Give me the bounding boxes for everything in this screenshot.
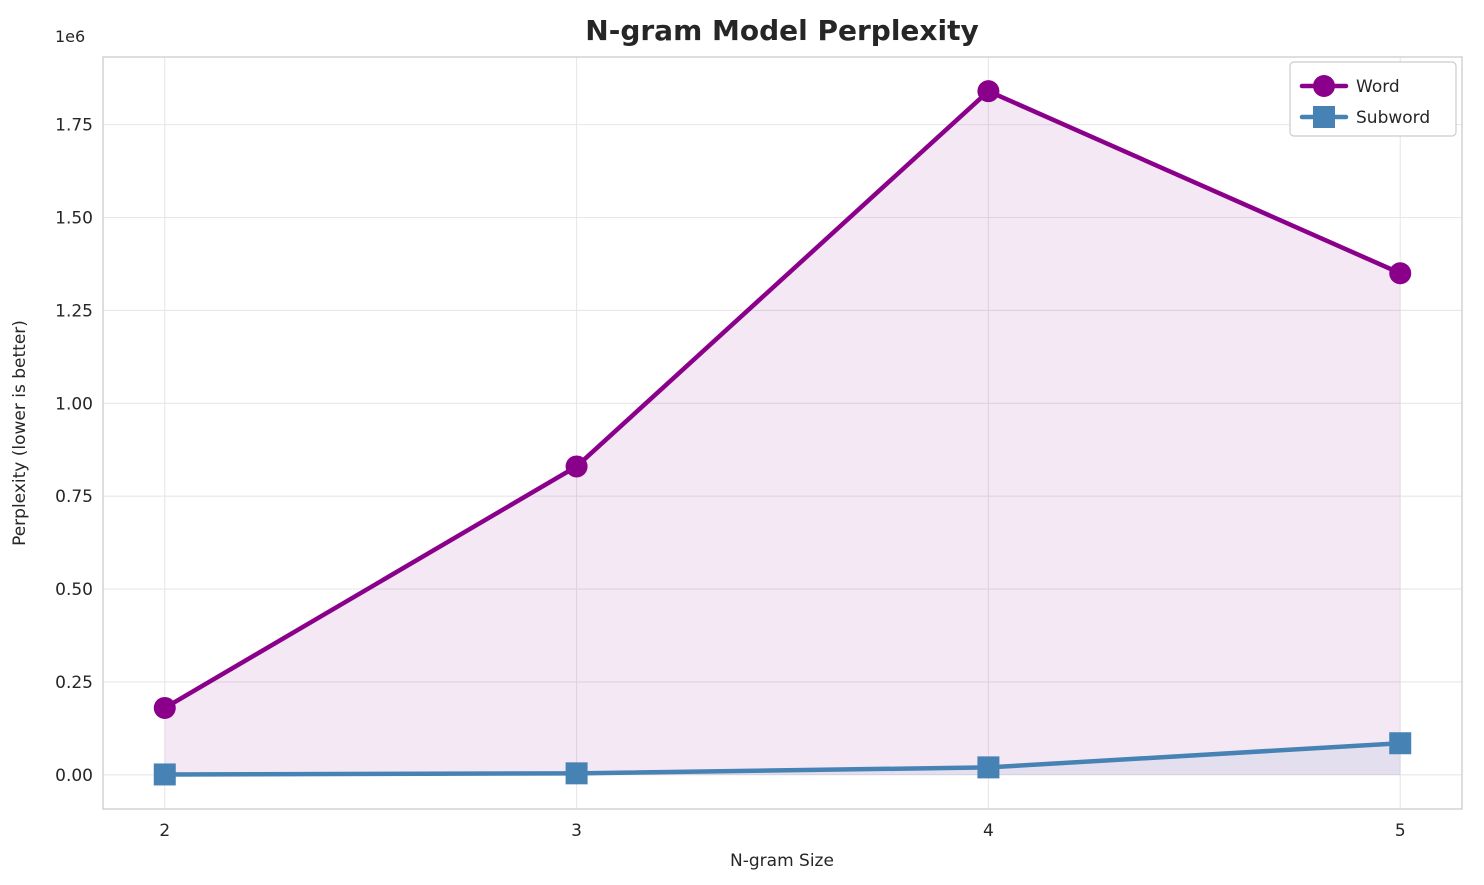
legend: Word Subword xyxy=(1289,61,1457,137)
y-tick-label-1.00: 1.00 xyxy=(55,394,93,414)
y-tick-label-0.75: 0.75 xyxy=(55,487,93,507)
x-tick-label-4: 4 xyxy=(983,821,994,841)
legend-label-subword: Subword xyxy=(1356,108,1430,128)
marker-word-3 xyxy=(1389,262,1412,285)
marker-subword-1 xyxy=(565,762,588,785)
y-tick-label-1.50: 1.50 xyxy=(55,209,93,229)
y-tick-label-0.50: 0.50 xyxy=(55,580,93,600)
x-axis-label: N-gram Size xyxy=(730,851,834,871)
plot-border xyxy=(102,56,1463,810)
x-tick-label-2: 2 xyxy=(159,821,170,841)
legend-marker-subword xyxy=(1313,106,1335,128)
marker-word-1 xyxy=(565,455,588,478)
marker-subword-0 xyxy=(153,763,176,786)
y-tick-label-0.25: 0.25 xyxy=(55,673,93,693)
y-tick-label-1.25: 1.25 xyxy=(55,301,93,321)
marker-subword-2 xyxy=(977,756,1000,779)
y-tick-label-0.00: 0.00 xyxy=(55,766,93,786)
plot-area: 2 3 4 5 0.00 0.25 0.50 0.75 1.00 1.25 1.50 1.75 xyxy=(55,56,1463,841)
y-axis-label: Perplexity (lower is better) xyxy=(10,320,30,546)
y-axis-offset-text: 1e6 xyxy=(55,27,85,46)
legend-marker-word xyxy=(1313,75,1335,97)
area-fill-subword xyxy=(164,743,1401,775)
chart-title: N-gram Model Perplexity xyxy=(585,14,978,47)
marker-word-2 xyxy=(977,80,1000,103)
x-tick-label-5: 5 xyxy=(1395,821,1406,841)
area-fill-word xyxy=(164,91,1401,775)
series-line-subword xyxy=(162,740,1403,777)
x-tick-label-3: 3 xyxy=(571,821,582,841)
series-line-word xyxy=(162,88,1403,711)
marker-subword-3 xyxy=(1389,732,1412,755)
marker-word-0 xyxy=(153,696,176,719)
legend-label-word: Word xyxy=(1356,77,1400,97)
y-tick-label-1.75: 1.75 xyxy=(55,116,93,136)
